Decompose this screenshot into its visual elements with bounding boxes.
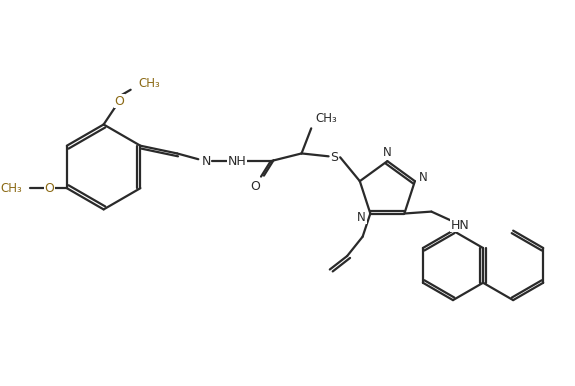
Text: S: S [331,151,338,164]
Text: CH₃: CH₃ [1,182,22,195]
Text: NH: NH [228,155,246,168]
Text: HN: HN [451,218,470,232]
Text: O: O [114,95,124,108]
Text: N: N [383,146,392,159]
Text: N: N [201,155,210,168]
Text: CH₃: CH₃ [315,112,337,125]
Text: N: N [357,211,366,224]
Text: O: O [44,182,55,195]
Text: CH₃: CH₃ [139,78,160,90]
Text: N: N [419,171,428,184]
Text: O: O [250,180,260,193]
